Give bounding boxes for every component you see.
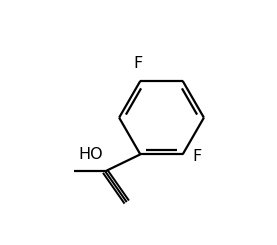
Text: F: F — [193, 149, 202, 164]
Text: F: F — [133, 56, 143, 71]
Text: HO: HO — [78, 147, 103, 162]
